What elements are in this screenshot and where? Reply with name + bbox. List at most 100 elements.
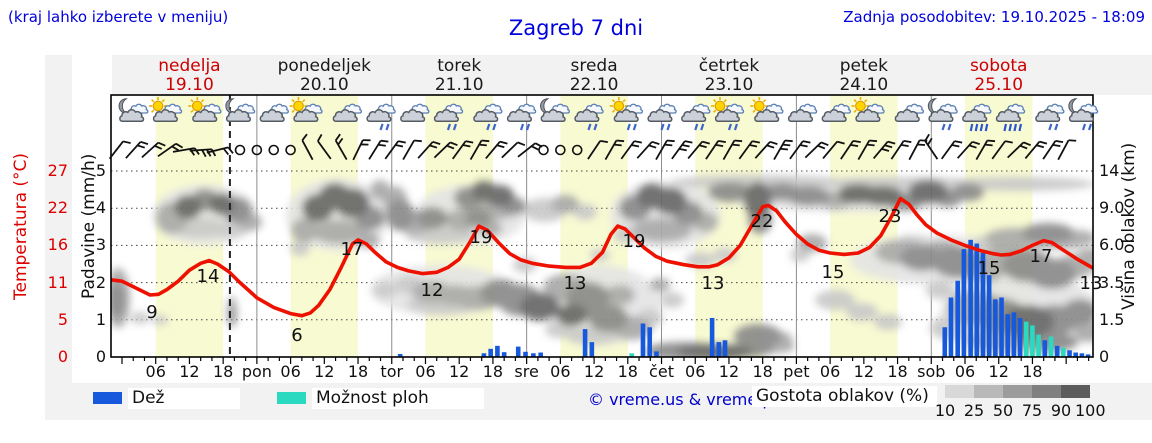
sun-cloud-rain-icon — [609, 96, 644, 131]
tick-label: 14 — [1099, 161, 1120, 180]
cloud-rain-icon — [433, 103, 464, 131]
time-tick-06: 06 — [415, 362, 436, 381]
wind-barb-icon — [956, 140, 980, 159]
rain-bar — [942, 327, 948, 357]
rain-bar — [1079, 353, 1085, 357]
svg-text:13: 13 — [702, 273, 725, 294]
time-tick-pon: pon — [241, 362, 272, 381]
time-tick-18: 18 — [347, 362, 369, 381]
tick-label: 9.0 — [1099, 198, 1125, 218]
tick-label: 5 — [57, 309, 68, 329]
rain-bar — [1054, 345, 1060, 357]
rain-bar — [1005, 314, 1011, 357]
sun-cloud-rain-icon — [710, 96, 745, 131]
cloud-cover-scale-label: 100 — [1075, 401, 1106, 420]
calm-wind-icon — [538, 144, 549, 156]
time-tick-12: 12 — [988, 362, 1009, 381]
wind-barb-icon — [452, 140, 474, 160]
wind-barb-icon — [157, 142, 184, 158]
cloud-icon — [894, 103, 925, 122]
cloud-rain-icon — [1035, 103, 1065, 131]
calm-wind-icon — [251, 144, 263, 156]
wind-barb-icon — [655, 139, 675, 160]
last-updated: Zadnja posodobitev: 19.10.2025 - 18:09 — [843, 8, 1145, 26]
temperature-value-labels: 9 14 6 17 12 19 13 19 13 22 15 23 15 17 13 — [146, 206, 1102, 346]
wind-barb-icon — [402, 139, 422, 160]
shower-legend-swatch — [277, 392, 306, 404]
wind-barb-icon — [822, 140, 845, 160]
svg-text:15: 15 — [978, 258, 1001, 279]
rain-bar — [523, 351, 528, 357]
wind-barb-icon — [501, 141, 526, 159]
rain-bar — [481, 353, 487, 357]
day-header-nedelja: nedelja 19.10 — [158, 56, 221, 95]
wind-barb-icon — [1057, 139, 1077, 161]
time-tick-18: 18 — [887, 362, 908, 381]
wind-barb-icon — [840, 139, 861, 160]
credit-link[interactable]: © vreme.us & vreme.pro — [588, 390, 789, 409]
time-tick-12: 12 — [853, 362, 874, 381]
shower-bar — [629, 353, 635, 357]
time-tick-06: 06 — [145, 362, 166, 381]
page-title: Zagreb 7 dni — [508, 16, 644, 40]
wind-barb-icon — [317, 133, 332, 160]
wind-barb-icon — [368, 139, 389, 160]
tick-label: 11 — [47, 272, 68, 292]
rain-bar — [980, 252, 986, 357]
time-tick-06: 06 — [685, 362, 706, 381]
rain-bar — [531, 353, 536, 357]
tick-label: 2 — [95, 272, 106, 292]
precipitation-bars — [397, 239, 1091, 357]
rain-bar — [538, 352, 543, 357]
weather-icon-row — [118, 96, 1099, 132]
tick-label: 3.5 — [1099, 272, 1125, 292]
rain-bar — [986, 275, 992, 357]
time-tick-marks — [121, 357, 1090, 364]
moon-cloud-rain-icon — [1068, 98, 1099, 131]
day-header-torek: torek 21.10 — [434, 56, 484, 95]
rain-bar — [999, 297, 1004, 357]
svg-text:14: 14 — [197, 266, 220, 287]
wind-barb-icon — [705, 139, 726, 160]
time-tick-čet: čet — [649, 362, 674, 381]
rain-bar — [722, 340, 728, 357]
rain-bar — [716, 342, 722, 357]
rain-bar — [589, 342, 595, 357]
rain-bar — [488, 348, 493, 357]
wind-barb-icon — [125, 140, 149, 159]
svg-text:12: 12 — [421, 280, 444, 301]
wind-barb-icon — [872, 140, 896, 160]
rain-bar — [582, 329, 588, 357]
rain-bar — [1042, 340, 1048, 357]
plot-frame — [110, 94, 1094, 358]
wind-barb-icon — [108, 140, 131, 160]
rain-bar — [1073, 352, 1079, 357]
moon-cloud-icon — [118, 98, 149, 122]
time-tick-pet: pet — [783, 362, 810, 381]
day-header-petek: petek 24.10 — [839, 56, 889, 95]
cloud-cover-scale-label: 50 — [992, 401, 1014, 420]
wind-barb-icon — [924, 133, 939, 160]
day-header-band — [112, 55, 1152, 95]
time-tick-12: 12 — [583, 362, 605, 381]
rain-bar — [709, 317, 715, 357]
svg-text:9: 9 — [146, 302, 157, 323]
tick-label: 5 — [95, 161, 106, 180]
tick-label: 6.0 — [1099, 235, 1125, 255]
wind-barb-icon — [804, 141, 829, 159]
wind-barb-icon — [789, 140, 811, 160]
wind-barb-icon — [301, 133, 314, 161]
rain-bar — [961, 249, 967, 357]
rain-bar — [974, 243, 980, 357]
wind-barb-icon — [1042, 139, 1064, 160]
tick-label: 0 — [95, 347, 106, 366]
time-tick-sre: sre — [514, 362, 539, 381]
cloud-rain-icon — [366, 103, 396, 131]
cloud-rain-icon — [647, 103, 677, 131]
time-tick-12: 12 — [314, 362, 335, 381]
time-tick-06: 06 — [550, 362, 571, 381]
time-tick-18: 18 — [482, 362, 504, 381]
wind-barb-icon — [940, 140, 963, 160]
